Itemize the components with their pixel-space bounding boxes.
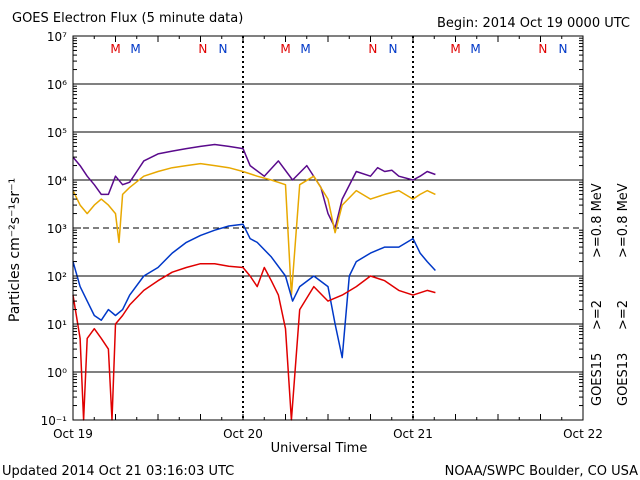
legend: GOES15 GOES13 >=2 >=2 >=0.8 MeV >=0.8 Me… [590,183,631,406]
y-tick-label: 10⁷ [47,30,67,44]
midnight-marker: M [450,42,460,56]
begin-label: Begin: 2014 Oct 19 0000 UTC [437,16,630,31]
legend-goes13-2mev: >=2 [616,300,631,330]
series-goes13-08mev [72,162,436,296]
y-axis-label: Particles cm⁻²s⁻¹sr⁻¹ [7,178,23,322]
legend-goes15: GOES15 [590,353,605,406]
noon-marker: N [558,42,567,56]
credit: NOAA/SWPC Boulder, CO USA [445,464,638,479]
y-tick-label: 10⁴ [47,174,67,188]
legend-goes13: GOES13 [616,353,631,406]
series-goes13-2mev [72,262,436,421]
midnight-marker: M [300,42,310,56]
midnight-marker: M [130,42,140,56]
chart-title: GOES Electron Flux (5 minute data) [12,11,243,26]
series-lines [72,143,436,421]
y-tick-label: 10⁵ [47,126,67,140]
y-tick-label: 10¹ [47,318,67,332]
legend-goes13-08mev: >=0.8 MeV [616,183,631,258]
midnight-marker: M [280,42,290,56]
y-tick-label: 10⁻¹ [41,414,68,428]
y-tick-label: 10⁰ [47,366,67,380]
plot-frame [72,35,584,421]
x-tick-label: Oct 20 [223,427,263,441]
legend-goes15-2mev: >=2 [590,300,605,330]
noon-marker: N [218,42,227,56]
y-tick-label: 10³ [47,222,67,236]
x-tick-label: Oct 22 [563,427,603,441]
noon-marker: N [388,42,397,56]
midnight-marker: M [470,42,480,56]
noon-marker: N [198,42,207,56]
series-goes15-08mev [72,143,436,229]
legend-goes15-08mev: >=0.8 MeV [590,183,605,258]
x-axis-label: Universal Time [271,441,368,456]
series-goes15-2mev [72,223,436,359]
y-tick-label: 10⁶ [47,78,67,92]
gridlines [73,36,583,420]
noon-marker: N [538,42,547,56]
x-tick-label: Oct 21 [393,427,433,441]
y-tick-label: 10² [47,270,67,284]
x-tick-label: Oct 19 [53,427,93,441]
noon-marker: N [368,42,377,56]
midnight-marker: M [110,42,120,56]
axes: 10⁻¹ 10⁰ 10¹ 10² 10³ 10⁴ 10⁵ 10⁶ 10⁷ Oct 19 Oct 20… [41,30,603,441]
updated-timestamp: Updated 2014 Oct 21 03:16:03 UTC [2,464,234,479]
